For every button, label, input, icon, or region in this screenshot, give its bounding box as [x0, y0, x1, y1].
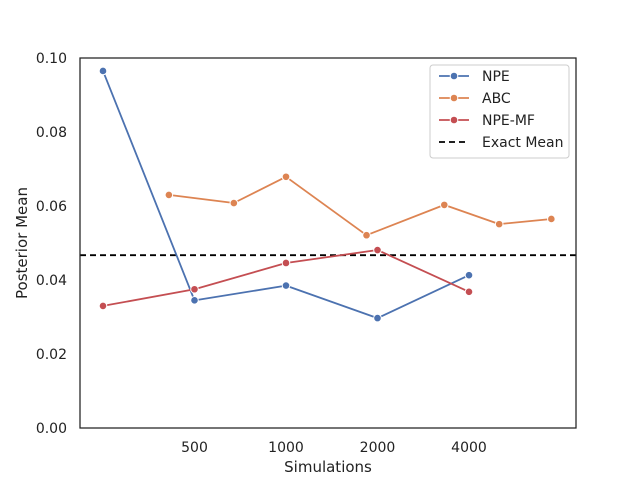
data-point-abc: [229, 198, 239, 208]
x-tick-label: 1000: [268, 440, 304, 456]
y-tick-label: 0.10: [36, 51, 67, 67]
x-axis-label: Simulations: [284, 458, 372, 476]
series-layer: [98, 66, 556, 323]
data-point-abc: [164, 190, 174, 200]
legend-marker-npe-mf: [449, 115, 459, 125]
legend-box: [429, 64, 570, 159]
data-point-npe-mf: [190, 284, 199, 294]
data-point-npe: [464, 270, 474, 280]
legend-label-npe: NPE: [482, 69, 510, 85]
y-axis-label: Posterior Mean: [13, 187, 31, 299]
data-point-npe-mf: [281, 258, 291, 268]
data-point-npe-mf: [373, 245, 382, 255]
data-point-npe-mf: [98, 301, 108, 311]
x-axis-ticks: 500 1000 2000 4000: [181, 440, 487, 456]
data-point-abc: [439, 200, 449, 210]
x-tick-label: 500: [181, 440, 208, 456]
legend-marker-abc: [449, 93, 459, 103]
legend-marker-npe: [449, 71, 459, 81]
legend-label-exact-mean: Exact Mean: [482, 135, 564, 151]
legend-label-npe-mf: NPE-MF: [482, 113, 535, 129]
data-point-abc: [362, 230, 371, 240]
data-point-npe: [190, 296, 199, 305]
data-point-npe: [98, 66, 108, 76]
data-point-abc: [547, 214, 556, 224]
data-point-npe: [373, 313, 382, 323]
legend: NPE ABC NPE-MF Exact Mean: [429, 64, 570, 159]
x-tick-label: 4000: [451, 440, 487, 456]
plot-frame: [79, 57, 577, 429]
y-axis-ticks: 0.00 0.02 0.04 0.06 0.08 0.10: [36, 51, 67, 437]
data-point-abc: [494, 219, 504, 229]
y-tick-label: 0.06: [36, 199, 67, 215]
y-tick-label: 0.08: [36, 125, 67, 141]
x-tick-label: 2000: [360, 440, 396, 456]
data-point-npe: [281, 281, 291, 290]
legend-label-abc: ABC: [482, 91, 511, 107]
data-point-npe-mf: [464, 287, 474, 297]
y-tick-label: 0.02: [36, 347, 67, 363]
y-tick-label: 0.04: [36, 273, 67, 289]
y-tick-label: 0.00: [36, 421, 67, 437]
data-point-abc: [281, 172, 291, 182]
